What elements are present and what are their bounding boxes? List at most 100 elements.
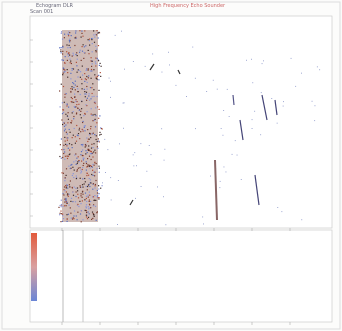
- speckle-dot: [69, 46, 71, 49]
- speckle-dot: [70, 197, 73, 199]
- speckle-dot: [311, 100, 313, 102]
- speckle-dot: [97, 59, 99, 61]
- speckle-dot: [74, 154, 76, 156]
- speckle-dot: [71, 69, 73, 71]
- speckle-dot: [63, 37, 65, 39]
- speckle-dot: [92, 196, 94, 198]
- speckle-dot: [79, 49, 81, 51]
- speckle-dot: [88, 174, 90, 176]
- speckle-dot: [85, 69, 87, 71]
- speckle-dot: [76, 101, 78, 103]
- speckle-dot: [136, 165, 137, 167]
- speckle-dot: [76, 104, 78, 106]
- speckle-dot: [70, 122, 72, 124]
- speckle-dot: [94, 134, 96, 136]
- speckle-dot: [65, 197, 67, 200]
- speckle-dot: [234, 140, 236, 142]
- speckle-dot: [87, 77, 89, 79]
- speckle-dot: [67, 53, 69, 55]
- speckle-dot: [71, 120, 73, 122]
- speckle-dot: [87, 165, 89, 168]
- speckle-dot: [67, 55, 70, 57]
- speckle-dot: [81, 50, 84, 52]
- speckle-dot: [84, 130, 86, 132]
- speckle-dot: [66, 59, 68, 61]
- speckle-dot: [92, 132, 94, 134]
- speckle-dot: [100, 65, 102, 67]
- speckle-dot: [70, 96, 72, 99]
- speckle-dot: [73, 186, 75, 188]
- speckle-dot: [86, 85, 88, 88]
- speckle-dot: [75, 113, 78, 115]
- speckle-dot: [86, 211, 88, 214]
- speckle-dot: [88, 38, 91, 40]
- speckle-dot: [64, 70, 66, 72]
- speckle-dot: [75, 36, 77, 38]
- speckle-dot: [64, 151, 66, 153]
- speckle-dot: [88, 95, 90, 97]
- speckle-dot: [281, 211, 283, 213]
- speckle-dot: [80, 71, 82, 73]
- speckle-dot: [72, 166, 74, 168]
- speckle-dot: [77, 193, 79, 195]
- speckle-dot: [95, 199, 97, 201]
- speckle-dot: [90, 108, 92, 110]
- speckle-dot: [65, 113, 67, 115]
- speckle-dot: [64, 93, 66, 95]
- speckle-dot: [77, 156, 79, 158]
- speckle-dot: [85, 104, 87, 106]
- speckle-dot: [89, 165, 92, 167]
- speckle-dot: [60, 203, 63, 206]
- speckle-dot: [94, 195, 96, 197]
- speckle-dot: [77, 91, 79, 93]
- speckle-dot: [254, 110, 256, 112]
- speckle-dot: [68, 52, 70, 54]
- speckle-dot: [71, 174, 73, 177]
- speckle-dot: [63, 189, 65, 191]
- speckle-dot: [88, 191, 90, 193]
- speckle-dot: [76, 71, 78, 73]
- speckle-dot: [100, 133, 102, 135]
- speckle-dot: [70, 78, 72, 80]
- speckle-dot: [68, 35, 70, 37]
- speckle-dot: [87, 49, 89, 51]
- speckle-dot: [75, 32, 77, 34]
- speckle-dot: [69, 32, 71, 34]
- speckle-dot: [82, 155, 84, 157]
- speckle-dot: [88, 149, 90, 152]
- speckle-dot: [60, 210, 62, 212]
- speckle-dot: [63, 68, 65, 70]
- speckle-dot: [86, 88, 88, 90]
- speckle-dot: [74, 201, 77, 203]
- speckle-dot: [63, 194, 65, 196]
- speckle-dot: [319, 69, 321, 71]
- speckle-dot: [63, 144, 65, 146]
- speckle-dot: [85, 216, 88, 218]
- speckle-dot: [73, 101, 75, 103]
- speckle-dot: [63, 152, 65, 155]
- speckle-dot: [92, 174, 94, 176]
- speckle-dot: [92, 120, 94, 122]
- speckle-dot: [79, 51, 81, 53]
- speckle-dot: [85, 162, 88, 165]
- speckle-dot: [92, 196, 95, 198]
- speckle-dot: [92, 188, 94, 190]
- speckle-dot: [94, 101, 96, 103]
- speckle-dot: [73, 83, 75, 85]
- speckle-dot: [60, 138, 62, 140]
- speckle-dot: [62, 192, 64, 195]
- speckle-dot: [62, 67, 64, 69]
- speckle-dot: [75, 163, 77, 165]
- speckle-dot: [98, 171, 100, 173]
- speckle-dot: [74, 89, 76, 91]
- speckle-dot: [80, 169, 82, 171]
- speckle-dot: [64, 136, 66, 138]
- speckle-dot: [71, 88, 73, 90]
- speckle-dot: [73, 176, 75, 179]
- speckle-dot: [93, 41, 96, 43]
- speckle-dot: [97, 195, 99, 197]
- speckle-dot: [66, 184, 68, 186]
- speckle-dot: [89, 182, 91, 184]
- speckle-dot: [61, 31, 63, 33]
